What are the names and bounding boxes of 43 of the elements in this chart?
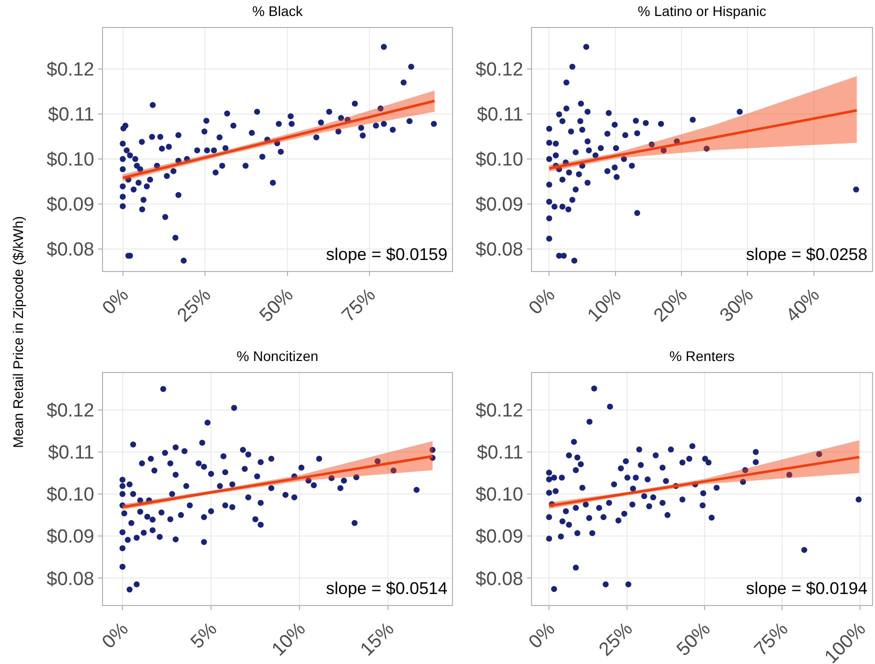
y-tick-label: $0.08 — [46, 240, 94, 261]
y-tick-label: $0.11 — [477, 442, 524, 464]
chart-title: % Noncitizen — [236, 348, 318, 364]
y-tick-label: $0.11 — [48, 442, 94, 464]
y-axis-title: Mean Retail Price in Zipcode ($/kWh) — [10, 216, 26, 448]
x-tick-label: 75% — [338, 284, 380, 326]
y-tick-label: $0.10 — [476, 150, 524, 171]
x-tick-label: 0% — [525, 618, 560, 653]
y-tick-label: $0.10 — [46, 484, 94, 506]
y-tick-label: $0.09 — [46, 526, 94, 548]
y-tick-label: $0.11 — [477, 104, 524, 126]
x-tick-label: 75% — [750, 618, 793, 660]
y-tick-label: $0.12 — [476, 60, 524, 81]
x-tick-label: 30% — [716, 284, 758, 326]
x-tick-label: 40% — [782, 284, 824, 326]
y-tick-label: $0.08 — [476, 240, 524, 261]
y-tick-label: $0.10 — [46, 150, 94, 171]
y-tick-label: $0.09 — [476, 194, 524, 216]
x-tick-label: 50% — [256, 284, 298, 326]
line-series — [548, 109, 858, 170]
annotation: slope = $0.0258 — [746, 245, 868, 264]
y-tick-label: $0.12 — [46, 60, 94, 81]
annotation: slope = $0.0159 — [326, 245, 448, 264]
x-tick-label: 50% — [673, 618, 715, 660]
y-tick-label: $0.11 — [48, 104, 94, 126]
chart-title: % Black — [252, 2, 304, 19]
chart-title: % Latino or Hispanic — [638, 2, 766, 19]
y-tick-label: $0.10 — [476, 484, 524, 506]
chart-title: % Renters — [669, 348, 735, 364]
y-tick-label: $0.12 — [476, 400, 524, 422]
line-series — [121, 454, 434, 508]
x-tick-label: 0% — [525, 284, 560, 319]
x-tick-label: 0% — [98, 284, 134, 319]
y-tick-label: $0.08 — [46, 568, 94, 590]
line-series — [548, 456, 861, 508]
y-tick-label: $0.09 — [476, 526, 524, 548]
x-tick-label: 0% — [98, 618, 133, 653]
y-tick-label: $0.08 — [476, 568, 524, 590]
annotation: slope = $0.0514 — [326, 579, 448, 598]
annotation: slope = $0.0194 — [746, 579, 868, 598]
x-tick-label: 5% — [187, 618, 222, 653]
y-tick-label: $0.09 — [46, 194, 94, 216]
y-tick-label: $0.12 — [46, 400, 94, 422]
